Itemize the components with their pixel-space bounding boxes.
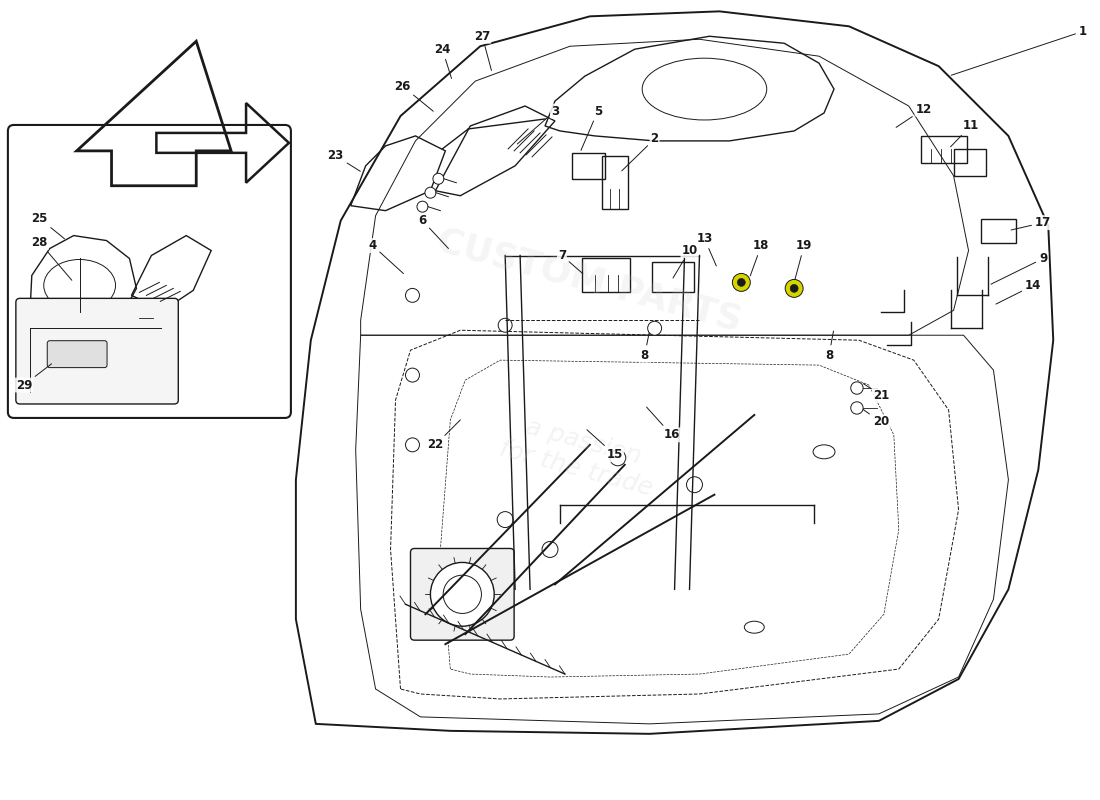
Text: 29: 29 bbox=[15, 364, 52, 391]
Circle shape bbox=[850, 382, 864, 394]
Ellipse shape bbox=[813, 445, 835, 458]
Text: 5: 5 bbox=[581, 105, 602, 150]
Text: 17: 17 bbox=[1011, 216, 1052, 230]
Text: a passion
for the trade: a passion for the trade bbox=[497, 410, 663, 500]
Circle shape bbox=[785, 279, 803, 298]
Circle shape bbox=[609, 450, 626, 466]
Text: 8: 8 bbox=[640, 333, 649, 362]
FancyBboxPatch shape bbox=[47, 341, 107, 368]
Text: 2: 2 bbox=[621, 133, 659, 171]
Circle shape bbox=[737, 278, 746, 286]
Text: 11: 11 bbox=[950, 119, 979, 147]
Circle shape bbox=[686, 477, 703, 493]
Circle shape bbox=[406, 288, 419, 302]
Ellipse shape bbox=[745, 622, 764, 633]
Circle shape bbox=[417, 201, 428, 212]
Text: 6: 6 bbox=[418, 214, 449, 249]
Text: 22: 22 bbox=[427, 420, 460, 451]
Text: 1: 1 bbox=[952, 25, 1087, 75]
Circle shape bbox=[497, 512, 513, 527]
Circle shape bbox=[790, 285, 799, 292]
Circle shape bbox=[406, 438, 419, 452]
Text: 15: 15 bbox=[587, 430, 623, 462]
FancyBboxPatch shape bbox=[410, 549, 514, 640]
Text: 4: 4 bbox=[368, 239, 404, 274]
Text: 7: 7 bbox=[558, 249, 583, 274]
Text: 9: 9 bbox=[991, 252, 1047, 284]
Text: 19: 19 bbox=[795, 239, 812, 280]
Circle shape bbox=[850, 402, 864, 414]
Text: 8: 8 bbox=[825, 331, 834, 362]
Text: 20: 20 bbox=[864, 410, 889, 429]
Text: 13: 13 bbox=[696, 232, 716, 266]
Circle shape bbox=[498, 318, 513, 332]
Text: 26: 26 bbox=[394, 79, 433, 111]
Circle shape bbox=[542, 542, 558, 558]
Text: 25: 25 bbox=[32, 212, 65, 238]
Text: CUSTOM PARTS: CUSTOM PARTS bbox=[433, 223, 746, 338]
Circle shape bbox=[433, 174, 444, 184]
Text: 24: 24 bbox=[434, 42, 451, 78]
Circle shape bbox=[406, 368, 419, 382]
Circle shape bbox=[733, 274, 750, 291]
Circle shape bbox=[430, 562, 494, 626]
Circle shape bbox=[648, 322, 661, 335]
Text: 10: 10 bbox=[673, 244, 697, 278]
Text: 3: 3 bbox=[517, 105, 559, 144]
Text: 27: 27 bbox=[474, 30, 492, 70]
Text: 12: 12 bbox=[896, 102, 932, 127]
Text: 21: 21 bbox=[864, 383, 889, 402]
Text: 23: 23 bbox=[328, 150, 361, 171]
Circle shape bbox=[425, 187, 436, 198]
Text: 18: 18 bbox=[750, 239, 770, 276]
FancyBboxPatch shape bbox=[15, 298, 178, 404]
Text: 16: 16 bbox=[647, 407, 680, 442]
Text: 28: 28 bbox=[32, 236, 72, 280]
Text: 14: 14 bbox=[996, 279, 1042, 304]
